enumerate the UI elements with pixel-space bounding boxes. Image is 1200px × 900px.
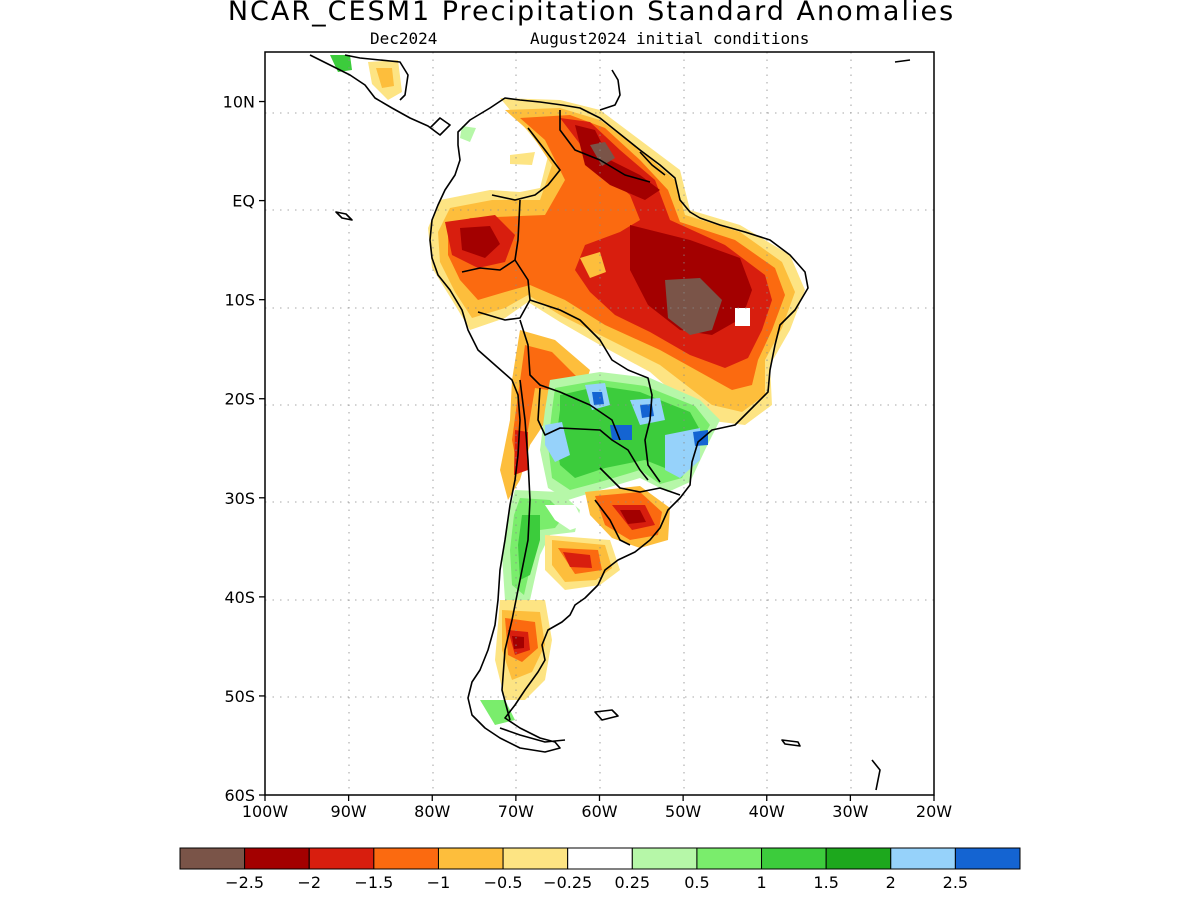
lon-tick-label: 70W [498,802,534,821]
valid-month-label: Dec2024 [370,29,438,48]
colorbar-swatch [567,847,633,870]
colorbar-label: −1.5 [354,873,393,892]
lon-tick-label: 50W [665,802,701,821]
colorbar-label: 0.25 [614,873,650,892]
lat-tick-label: 10S [224,291,255,310]
lon-tick-label: 90W [331,802,367,821]
lon-tick-label: 40W [749,802,785,821]
northern-dry-region [428,98,805,425]
colorbar-label: 2.5 [943,873,968,892]
lon-axis: 100W 90W 80W 70W 60W 50W 40W 30W 20W [242,795,952,821]
lat-tick-label: 20S [224,390,255,409]
anomaly-field [330,55,805,725]
colorbar-label: −2 [297,873,321,892]
colorbar-label: −0.25 [543,873,592,892]
colorbar-swatch [696,847,763,870]
colorbar-label: 0.5 [684,873,709,892]
colorbar-label: −0.5 [484,873,523,892]
colorbar-swatch [179,847,246,870]
lat-axis: 10N EQ 10S 20S 30S 40S 50S 60S [223,93,265,805]
colorbar-swatch [373,847,439,870]
colorbar-swatch [890,847,956,870]
colorbar-label: −2.5 [225,873,264,892]
colorbar-swatch [631,847,698,870]
colorbar-swatch [825,847,892,870]
map-title: NCAR_CESM1 Precipitation Standard Anomal… [227,0,956,27]
colorbar-label: −1 [427,873,451,892]
lat-tick-label: 10N [223,93,255,112]
lon-tick-label: 80W [414,802,450,821]
colorbar-label: 1.5 [813,873,838,892]
colorbar-swatch [761,847,827,870]
lat-tick-label: 40S [224,588,255,607]
lat-tick-label: 60S [224,786,255,805]
colorbar-label: 1 [756,873,766,892]
colorbar-swatch [244,847,310,870]
lon-tick-label: 60W [581,802,617,821]
lat-tick-label: 50S [224,687,255,706]
colorbar-swatch [308,847,375,870]
colorbar-swatch [954,847,1021,870]
colorbar-swatch [437,847,504,870]
initial-conditions-label: August2024 initial conditions [530,29,810,48]
colorbar-label: 2 [886,873,896,892]
colorbar-swatch [502,847,569,870]
lat-tick-label: EQ [232,192,255,211]
lon-tick-label: 20W [916,802,952,821]
lon-tick-label: 30W [832,802,868,821]
wet-region [540,372,720,500]
lon-tick-label: 100W [242,802,289,821]
lat-tick-label: 30S [224,489,255,508]
colorbar: −2.5 −2 −1.5 −1 −0.5 −0.25 0.25 0.5 1 1.5 2 2.5 [179,847,1021,892]
coastlines [309,54,911,791]
